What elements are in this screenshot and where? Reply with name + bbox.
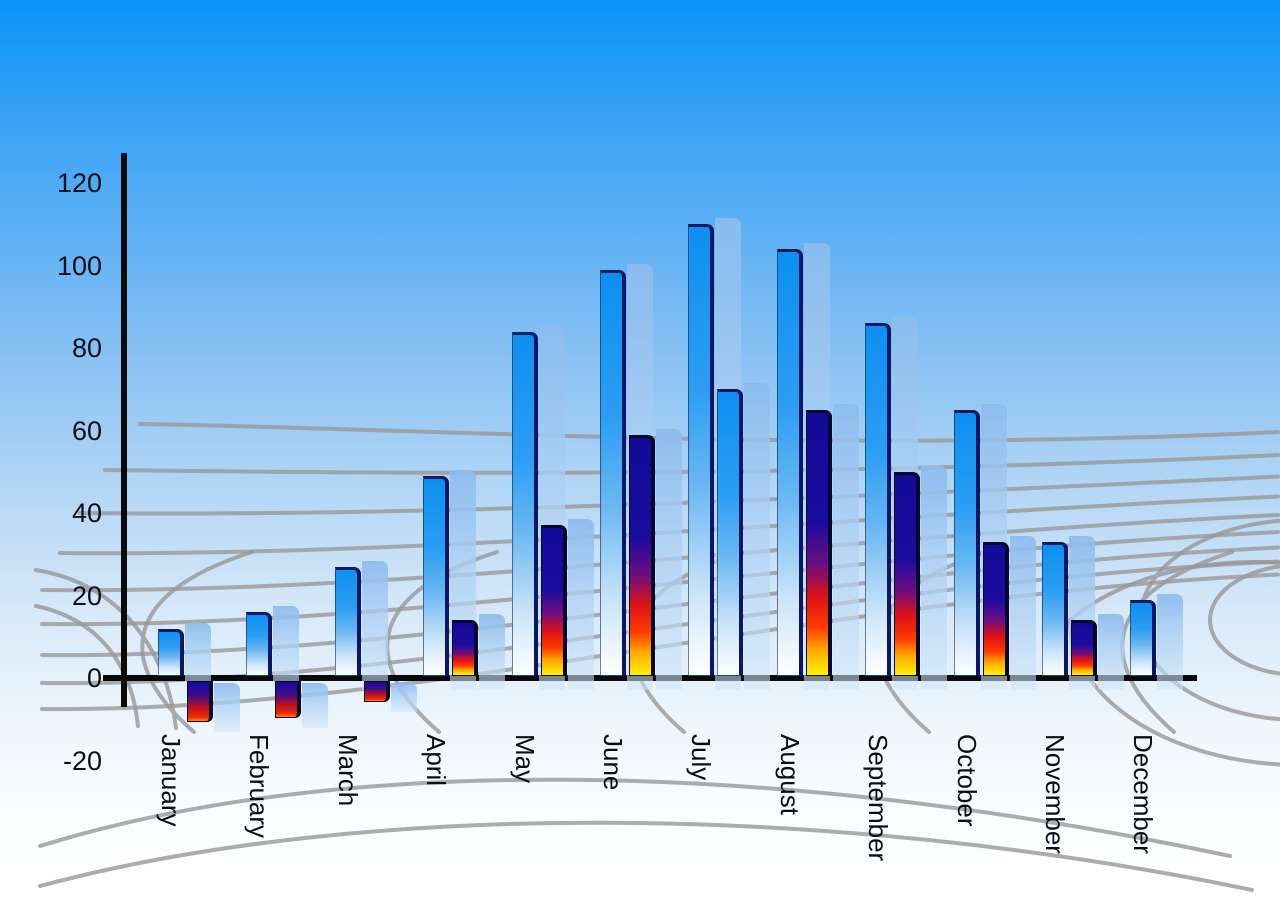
bar2-february [275, 681, 302, 719]
y-axis-line [121, 153, 127, 707]
x-axis-label-january: January [156, 734, 186, 827]
bar2-october [982, 541, 1009, 676]
bar2-september [894, 471, 921, 676]
y-tick--20: -20 [62, 745, 102, 776]
x-axis-label-august: August [774, 734, 805, 815]
bar-may [511, 331, 538, 676]
bar-december [1130, 599, 1157, 676]
echo-bar-march [361, 560, 388, 690]
echo-bar2-february [302, 683, 329, 729]
bar-march [334, 566, 361, 676]
echo-bar2-april [479, 614, 506, 690]
echo-bar2-august [832, 403, 859, 690]
x-axis-label-march: March [332, 734, 363, 807]
x-axis-label-june: June [598, 734, 628, 791]
y-tick-40: 40 [71, 498, 102, 528]
bar-april [423, 475, 450, 676]
x-axis-label-may: May [509, 734, 540, 784]
echo-bar-january [185, 622, 211, 690]
x-axis-label-february: February [244, 734, 275, 839]
y-tick-60: 60 [71, 415, 102, 446]
bar2-march [363, 681, 390, 702]
x-axis-label-december: December [1128, 734, 1159, 854]
y-tick-20: 20 [71, 580, 102, 611]
echo-bar-december [1157, 593, 1184, 690]
echo-bar2-june [656, 428, 682, 690]
echo-bar2-march [390, 683, 417, 712]
bar-october [953, 409, 980, 676]
bar2-january [187, 681, 213, 723]
echo-bar2-january [214, 683, 240, 733]
bar-august [776, 249, 803, 676]
y-tick-0: 0 [86, 663, 102, 693]
y-tick-80: 80 [71, 333, 102, 363]
bar-june [600, 269, 626, 676]
bar-september [865, 323, 892, 676]
echo-bar2-october [1009, 535, 1036, 690]
bar2-june [629, 434, 655, 676]
echo-bar2-july [744, 383, 771, 690]
echo-bar2-may [567, 519, 594, 690]
echo-bar-february [273, 606, 300, 690]
x-axis-label-november: November [1040, 734, 1070, 854]
echo-bar2-september [921, 465, 948, 690]
bar-january [158, 628, 184, 676]
x-axis-label-october: October [951, 734, 982, 827]
x-axis-label-april: April [421, 734, 452, 787]
bar-july [688, 224, 715, 676]
bar2-may [540, 525, 567, 676]
bar2-august [805, 409, 832, 676]
y-tick-100: 100 [56, 250, 102, 281]
bar-february [246, 612, 273, 676]
bar-november [1042, 541, 1068, 676]
bar2-november [1071, 620, 1097, 676]
echo-bar2-november [1098, 614, 1124, 690]
bar2-april [452, 620, 479, 676]
x-axis-label-september: September [863, 734, 894, 862]
x-axis-label-july: July [686, 734, 717, 781]
y-tick-120: 120 [56, 168, 102, 198]
bar2-july [717, 389, 744, 676]
